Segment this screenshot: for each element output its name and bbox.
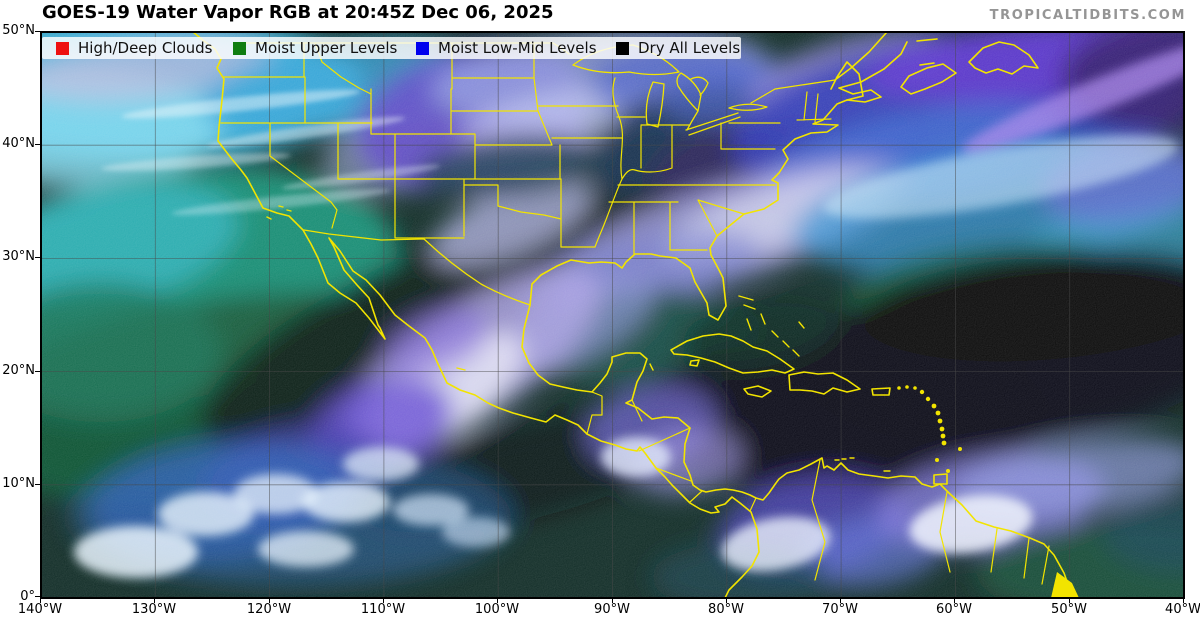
lon-label-110w: 110°W (360, 602, 406, 617)
lon-tick (497, 598, 498, 603)
lon-tick (269, 598, 270, 603)
lon-label-70w: 70°W (822, 602, 858, 617)
water-vapor-imagery (41, 32, 1184, 598)
lat-label-20n: 20°N (2, 363, 35, 378)
lon-label-60w: 60°W (936, 602, 972, 617)
legend-swatch-red (56, 41, 69, 55)
coastline-overlay (192, 32, 1079, 598)
jamaica-outline (743, 385, 772, 398)
lon-tick (726, 598, 727, 603)
amazon-delta (1051, 572, 1079, 598)
lon-tick (612, 598, 613, 603)
legend-swatch-green (233, 41, 246, 55)
us-state-borders (220, 42, 832, 255)
lon-label-90w: 90°W (594, 602, 630, 617)
page-title: GOES-19 Water Vapor RGB at 20:45Z Dec 06… (42, 2, 554, 23)
lat-tick (35, 371, 40, 372)
lon-label-40w: 40°W (1165, 602, 1200, 617)
nova-scotia-outline (900, 38, 957, 95)
lat-label-50n: 50°N (2, 23, 35, 38)
lon-label-80w: 80°W (708, 602, 744, 617)
lon-label-130w: 130°W (131, 602, 177, 617)
cuba-outline (670, 333, 795, 374)
legend-bar: High/Deep Clouds Moist Upper Levels Mois… (42, 37, 741, 59)
legend-item-moist-low-mid: Moist Low-Mid Levels (416, 37, 597, 59)
lat-tick (35, 596, 40, 597)
lesser-antilles-islands (897, 385, 962, 473)
lon-tick (954, 598, 955, 603)
great-lakes (572, 44, 768, 136)
atlantic-gulf-coastline (521, 99, 1073, 598)
pacific-coastline (192, 32, 760, 598)
lat-label-40n: 40°N (2, 136, 35, 151)
legend-swatch-black (616, 41, 629, 55)
legend-label: Moist Low-Mid Levels (438, 39, 597, 57)
lon-label-120w: 120°W (246, 602, 292, 617)
map-frame (41, 32, 1184, 598)
lon-tick (154, 598, 155, 603)
legend-item-dry-all-levels: Dry All Levels (616, 37, 740, 59)
legend-label: High/Deep Clouds (78, 39, 213, 57)
newfoundland-outline (968, 41, 1039, 75)
legend-item-high-deep-clouds: High/Deep Clouds (56, 37, 213, 59)
lon-label-140w: 140°W (17, 602, 63, 617)
us-mexico-border (303, 229, 531, 306)
lat-tick (35, 257, 40, 258)
legend-swatch-blue (416, 41, 429, 55)
watermark-tropicaltidbits: TROPICALTIDBITS.COM (989, 8, 1186, 23)
lat-tick (35, 484, 40, 485)
lon-tick (383, 598, 384, 603)
lat-label-10n: 10°N (2, 476, 35, 491)
lat-tick (35, 31, 40, 32)
legend-label: Moist Upper Levels (255, 39, 398, 57)
lon-tick (40, 598, 41, 603)
hispaniola-outline (788, 371, 861, 395)
lon-label-50w: 50°W (1051, 602, 1087, 617)
lon-tick (1069, 598, 1070, 603)
lat-tick (35, 144, 40, 145)
bahamas-and-small-islands (266, 205, 891, 472)
trinidad-outline (933, 473, 948, 485)
lat-label-30n: 30°N (2, 249, 35, 264)
lat-label-0: 0° (20, 589, 35, 604)
legend-item-moist-upper: Moist Upper Levels (233, 37, 397, 59)
lon-tick (840, 598, 841, 603)
satellite-map-image: High/Deep Clouds Moist Upper Levels Mois… (40, 31, 1185, 599)
central-america-borders (586, 391, 757, 512)
puerto-rico-outline (871, 387, 891, 396)
st-lawrence-coast (830, 32, 908, 103)
lon-tick (1183, 598, 1184, 603)
legend-label: Dry All Levels (638, 39, 741, 57)
lon-label-100w: 100°W (474, 602, 520, 617)
south-america-borders (811, 459, 1050, 585)
